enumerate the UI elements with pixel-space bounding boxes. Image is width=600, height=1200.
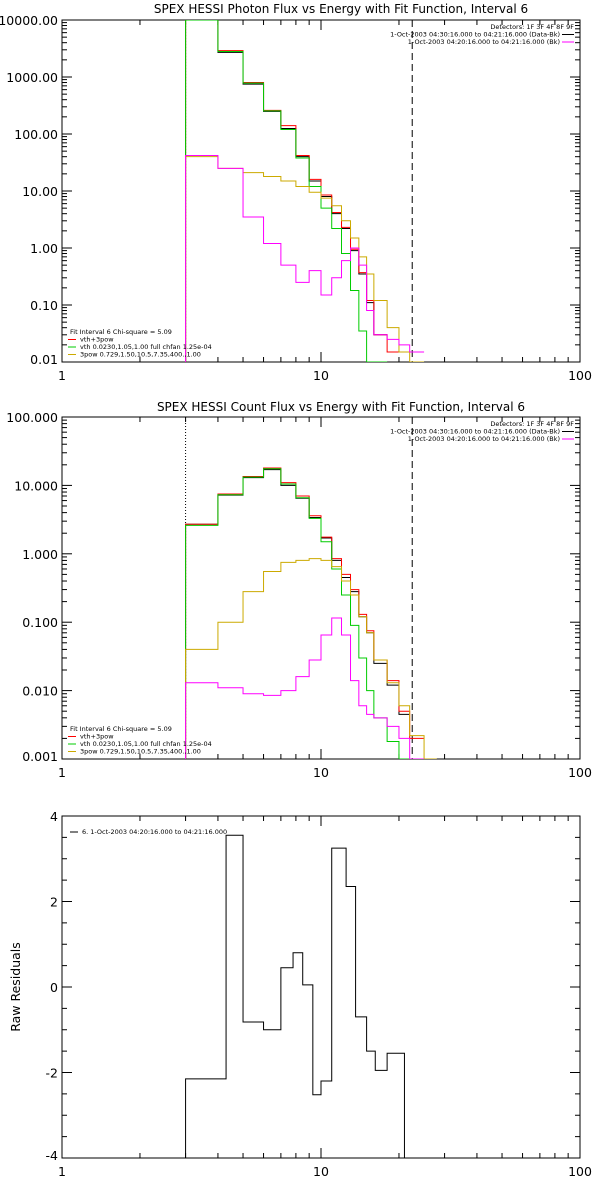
series-line-pow	[185, 156, 425, 362]
photon-plot-area	[185, 20, 425, 362]
legend-entry: 1-Oct-2003 04:20:16.000 to 04:21:16.000 …	[408, 38, 560, 46]
series-line-pow	[185, 558, 437, 759]
count-legend-right: Detectors: 1F 3F 4F 8F 9F1-Oct-2003 04:3…	[390, 420, 574, 443]
y-tick-label: 0.10	[30, 298, 58, 313]
legend-entry: 6. 1-Oct-2003 04:20:16.000 to 04:21:16.0…	[82, 828, 227, 836]
y-tick-label: 4	[50, 809, 58, 824]
y-tick-label: -4	[46, 1148, 59, 1163]
y-tick-label: 0.001	[22, 749, 58, 764]
residuals-plot-frame	[61, 815, 581, 1159]
residuals-y-axis: 4 2 0 -2 -4	[46, 809, 580, 1163]
y-tick-label: 10.00	[22, 184, 58, 199]
count-plot-frame	[61, 416, 581, 760]
fit-legend-entry: vth+3pow	[80, 733, 114, 741]
x-tick-label: 1	[58, 368, 66, 383]
x-tick-label: 1	[58, 765, 66, 780]
photon-chart: SPEX HESSI Photon Flux vs Energy with Fi…	[0, 2, 592, 383]
y-tick-label: -2	[46, 1066, 58, 1081]
count-x-axis: 1 10 100	[58, 417, 592, 780]
photon-legend-left: Fit Interval 6 Chi-square = 5.09vth+3pow…	[68, 328, 212, 359]
y-tick-label: 0.01	[30, 352, 58, 367]
y-tick-label: 10.000	[14, 478, 58, 493]
residuals-chart: 1 10 100 4 2 0 -2 -4 Raw Residuals 6. 1-Oct-2003 …	[8, 809, 592, 1179]
residuals-x-axis: 1 10 100	[58, 816, 592, 1179]
residuals-legend: 6. 1-Oct-2003 04:20:16.000 to 04:21:16.0…	[70, 828, 227, 836]
x-tick-label: 100	[568, 368, 592, 383]
y-tick-label: 0.100	[22, 615, 58, 630]
series-line-vth	[185, 468, 410, 759]
count-legend-left: Fit Interval 6 Chi-square = 5.09vth+3pow…	[68, 725, 212, 756]
x-tick-label: 100	[568, 1164, 592, 1179]
count-plot-area	[185, 417, 437, 759]
legend-entry: 1-Oct-2003 04:20:16.000 to 04:21:16.000 …	[408, 435, 560, 443]
y-tick-label: 1.00	[30, 241, 58, 256]
x-tick-label: 1	[58, 1164, 66, 1179]
count-chart: SPEX HESSI Count Flux vs Energy with Fit…	[6, 400, 592, 780]
series-line-data	[185, 834, 413, 1158]
y-tick-label: 1000.00	[6, 70, 58, 85]
x-tick-label: 10	[313, 368, 329, 383]
x-tick-label: 10	[313, 1164, 329, 1179]
legend-entry: 1-Oct-2003 04:30:16.000 to 04:21:16.000 …	[390, 31, 560, 39]
fit-legend-header: Fit Interval 6 Chi-square = 5.09	[70, 725, 172, 733]
series-line-data	[185, 20, 388, 362]
y-tick-label: 1.000	[22, 547, 58, 562]
series-line-vth_pow	[185, 467, 425, 759]
fit-legend-header: Fit Interval 6 Chi-square = 5.09	[70, 328, 172, 336]
fit-legend-entry: 3pow 0.729,1.50,10.5,7.35,400.,1.00	[80, 748, 201, 756]
x-tick-label: 100	[568, 765, 592, 780]
count-title: SPEX HESSI Count Flux vs Energy with Fit…	[157, 400, 525, 414]
y-tick-label: 100.000	[6, 410, 58, 425]
residuals-plot-area	[185, 834, 413, 1158]
fit-legend-entry: 3pow 0.729,1.50,10.5,7.35,400.,1.00	[80, 351, 201, 359]
series-line-vth	[185, 20, 388, 362]
series-line-bk	[185, 617, 425, 759]
y-tick-label: 0	[50, 980, 58, 995]
fit-legend-entry: vth 0.0230,1.05,1.00 full chfan 1.25e-04	[80, 343, 212, 351]
fit-legend-entry: vth+3pow	[80, 336, 114, 344]
series-line-data	[185, 469, 410, 759]
photon-legend-right: Detectors: 1F 3F 4F 8F 9F1-Oct-2003 04:3…	[390, 23, 574, 46]
fit-legend-entry: vth 0.0230,1.05,1.00 full chfan 1.25e-04	[80, 740, 212, 748]
y-tick-label: 0.010	[22, 684, 58, 699]
photon-x-axis: 1 10 100	[58, 20, 592, 383]
series-line-bk	[185, 154, 425, 362]
y-tick-label: 2	[50, 895, 58, 910]
count-y-axis: 100.000 10.000 1.000 0.100 0.010 0.001	[6, 410, 580, 764]
legend-entry: 1-Oct-2003 04:30:16.000 to 04:21:16.000 …	[390, 428, 560, 436]
residuals-y-label: Raw Residuals	[8, 942, 23, 1032]
y-tick-label: 10000.00	[0, 13, 58, 28]
x-tick-label: 10	[313, 765, 329, 780]
photon-y-axis: 10000.00 1000.00 100.00 10.00 1.00 0.10 0.01	[0, 13, 580, 367]
y-tick-label: 100.00	[14, 127, 58, 142]
legend-header: Detectors: 1F 3F 4F 8F 9F	[490, 23, 574, 31]
legend-header: Detectors: 1F 3F 4F 8F 9F	[490, 420, 574, 428]
photon-title: SPEX HESSI Photon Flux vs Energy with Fi…	[154, 2, 528, 16]
